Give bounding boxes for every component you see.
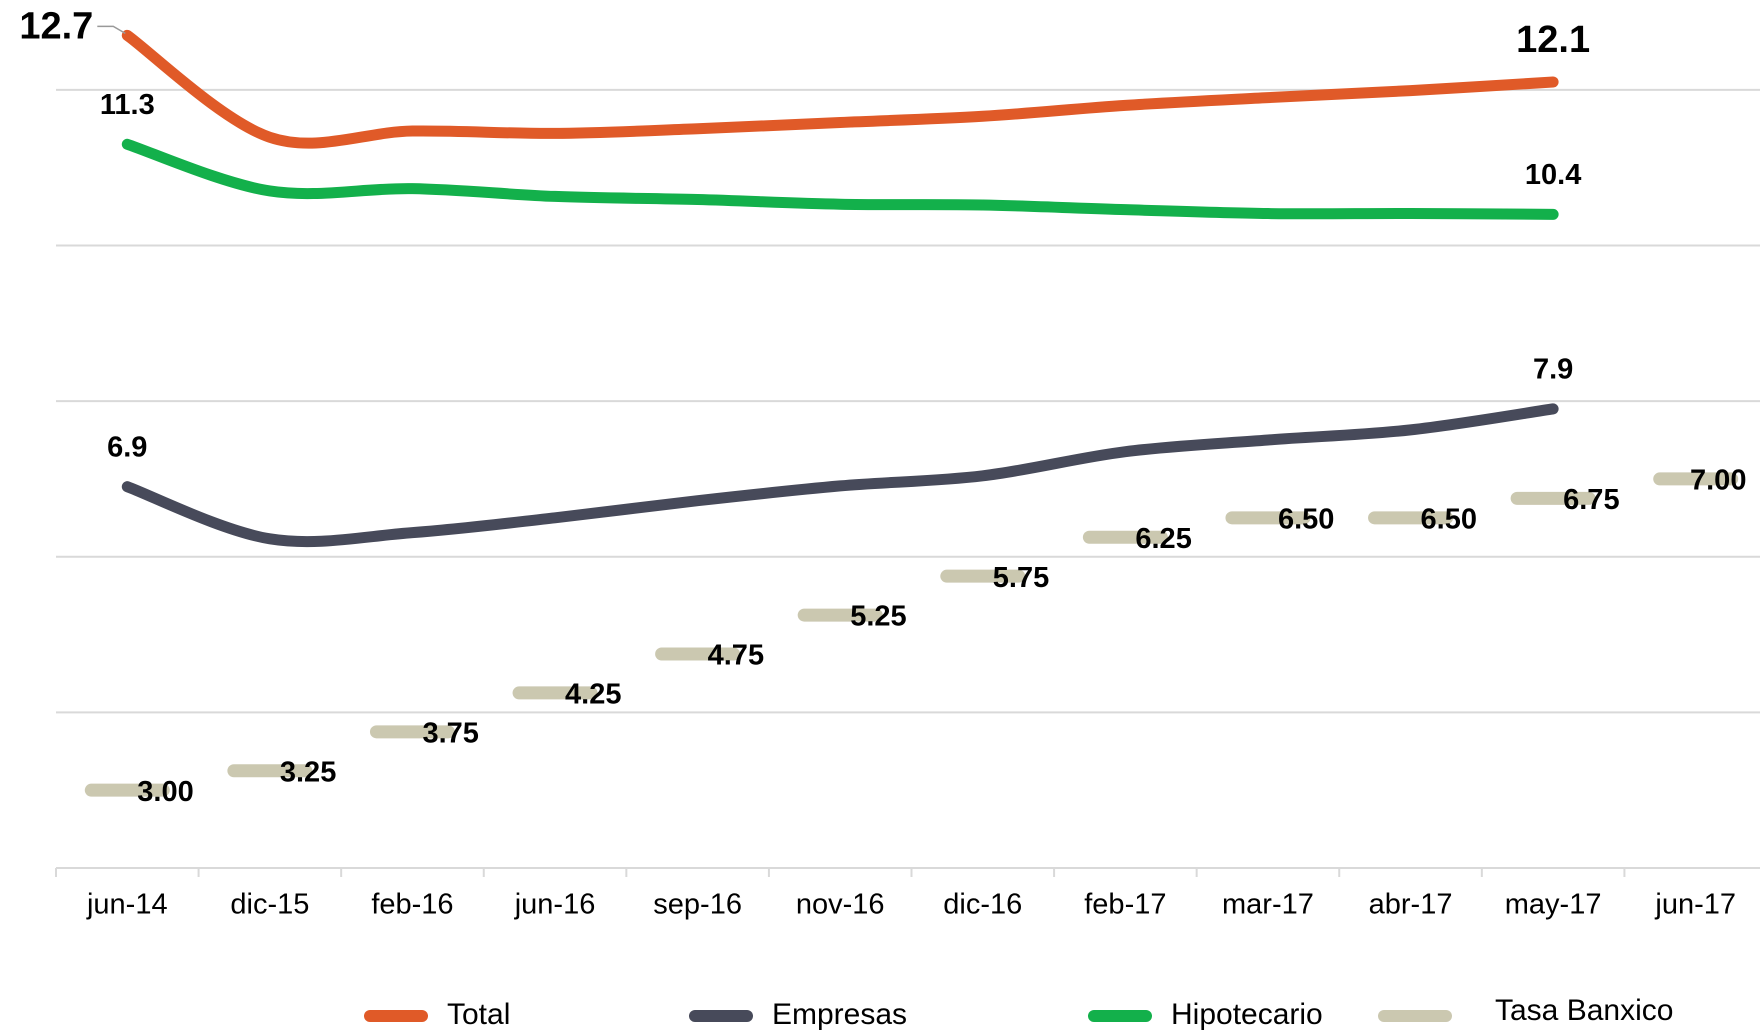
- data-label: 6.50: [1421, 503, 1477, 535]
- x-tick-label: dic-15: [230, 889, 309, 921]
- series-line: [121, 403, 1559, 548]
- x-tick-label: jun-17: [1654, 889, 1736, 921]
- data-label: 6.9: [107, 431, 147, 463]
- data-label: 10.4: [1525, 159, 1581, 191]
- x-tick-label: feb-17: [1084, 889, 1166, 921]
- data-label: 7.00: [1690, 465, 1746, 497]
- series-line: [121, 29, 1559, 149]
- x-tick-label: jun-16: [514, 889, 596, 921]
- data-label: 7.9: [1533, 354, 1573, 386]
- x-tick-label: nov-16: [796, 889, 885, 921]
- data-label: 4.25: [565, 679, 621, 711]
- legend-label: Empresas: [772, 998, 907, 1031]
- data-label: 5.75: [993, 562, 1049, 594]
- leader-line: [97, 25, 126, 34]
- data-label: 12.1: [1516, 19, 1590, 61]
- x-tick-label: sep-16: [653, 889, 742, 921]
- series-line: [121, 138, 1559, 220]
- data-label: 12.7: [19, 5, 93, 47]
- data-label: 11.3: [100, 89, 155, 121]
- legend-label: Tasa Banxico: [1495, 994, 1673, 1027]
- x-tick-label: feb-16: [371, 889, 453, 921]
- data-label: 4.75: [708, 640, 764, 672]
- x-tick-label: jun-14: [86, 889, 168, 921]
- x-tick-label: mar-17: [1222, 889, 1314, 921]
- data-label: 6.75: [1563, 484, 1619, 516]
- data-label: 3.00: [137, 776, 193, 808]
- data-label: 5.25: [850, 601, 906, 633]
- x-tick-label: may-17: [1505, 889, 1602, 921]
- data-label: 6.25: [1135, 523, 1191, 555]
- legend-label: Total: [447, 998, 510, 1031]
- x-tick-label: abr-17: [1369, 889, 1453, 921]
- data-label: 3.75: [422, 717, 478, 749]
- data-label: 6.50: [1278, 503, 1334, 535]
- data-label: 3.25: [280, 756, 336, 788]
- legend-label: Hipotecario: [1171, 998, 1323, 1031]
- x-tick-label: dic-16: [943, 889, 1022, 921]
